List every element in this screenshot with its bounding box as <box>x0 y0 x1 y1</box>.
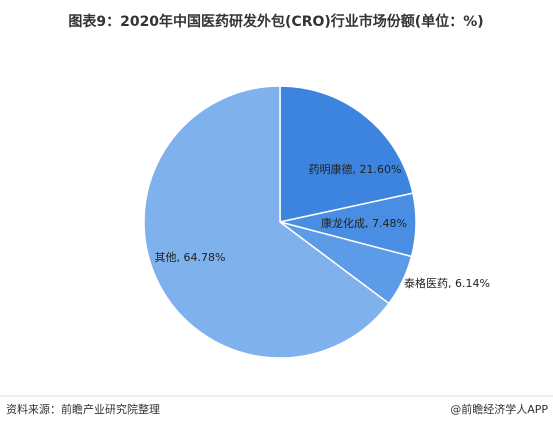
pie-slice <box>279 85 414 223</box>
slice-label: 药明康德, 21.60% <box>309 162 402 176</box>
source: 资料来源：前瞻产业研究院整理 <box>6 402 160 416</box>
slice-category: 药明康德 <box>309 162 353 176</box>
slice-category: 泰格医药 <box>404 276 448 290</box>
slice-label: 康龙化成, 7.48% <box>321 216 407 230</box>
slice-value: 6.14% <box>455 277 490 290</box>
slice-value: 21.60% <box>360 163 402 176</box>
slice-value: 7.48% <box>372 217 407 230</box>
slice-label: 其他, 64.78% <box>155 251 226 264</box>
separator: , <box>177 251 184 264</box>
chart-title: 图表9：2020年中国医药研发外包(CRO)行业市场份额(单位：%) <box>68 13 483 30</box>
separator: , <box>353 163 360 176</box>
pie-slice <box>143 85 390 359</box>
slice-value: 64.78% <box>184 251 226 264</box>
slice-category: 康龙化成 <box>321 216 365 230</box>
credit: @前瞻经济学人APP <box>450 402 548 416</box>
slice-category: 其他 <box>155 251 177 264</box>
separator: , <box>448 277 455 290</box>
slice-label: 泰格医药, 6.14% <box>404 276 490 290</box>
separator: , <box>365 217 372 230</box>
